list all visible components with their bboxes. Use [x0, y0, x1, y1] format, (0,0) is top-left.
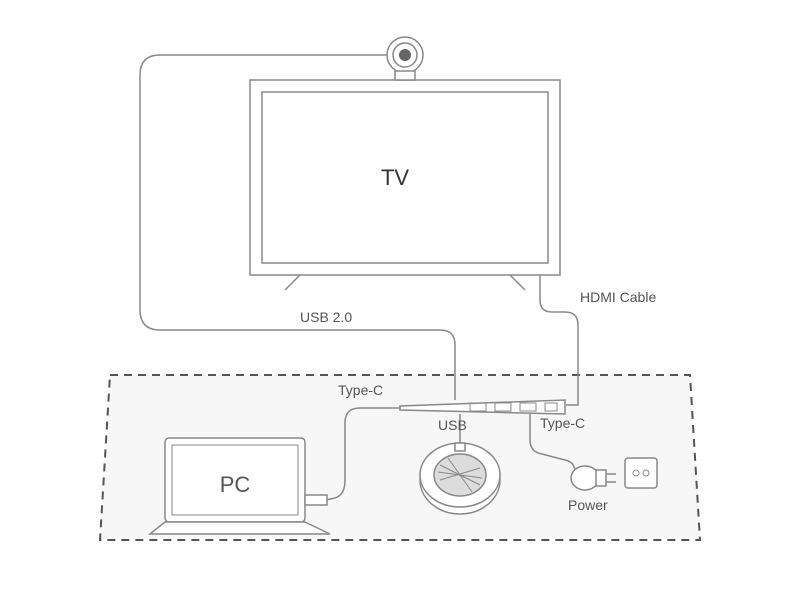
pc-label: PC: [220, 472, 251, 497]
wall-outlet: [625, 458, 657, 488]
pc-laptop: PC: [150, 438, 330, 534]
speakerphone: [420, 443, 500, 514]
tv-label-text: TV: [381, 165, 409, 190]
label-hdmi: HDMI Cable: [580, 289, 656, 305]
label-typec-hub: Type-C: [338, 382, 383, 398]
label-typec-power: Type-C: [540, 415, 585, 431]
connection-diagram: TV TV: [0, 0, 800, 600]
camera: [387, 37, 423, 80]
label-usb20: USB 2.0: [300, 309, 352, 325]
label-usb: USB: [438, 417, 467, 433]
label-power: Power: [568, 497, 608, 513]
tv-label: TV: [381, 0, 409, 5]
